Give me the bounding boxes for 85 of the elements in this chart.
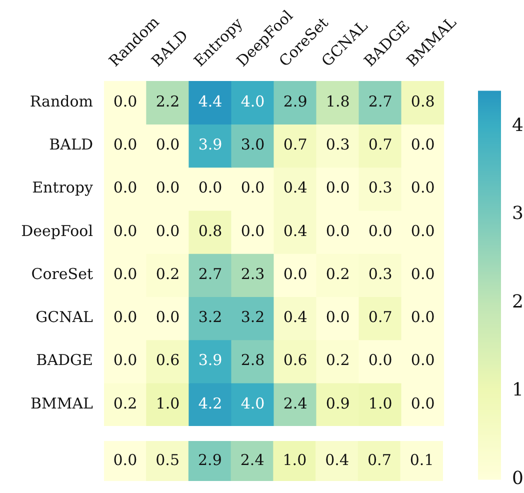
- data-label: 2.7: [368, 92, 392, 110]
- data-label: 0.7: [368, 308, 392, 326]
- data-label: 0.0: [410, 178, 435, 197]
- data-label: 0.7: [368, 136, 392, 154]
- color-bar-label: 3: [512, 203, 524, 224]
- data-label: 2.3: [240, 264, 265, 283]
- data-label: 3.2: [198, 308, 222, 326]
- data-label: 3.2: [240, 308, 265, 326]
- data-label: 0.0: [326, 308, 350, 326]
- y-tick-label: BADGE: [36, 351, 93, 370]
- data-label: 0.0: [156, 222, 180, 240]
- data-label: 2.4: [283, 394, 308, 412]
- data-label: 3.9: [198, 351, 222, 370]
- y-tick-label: BMMAL: [30, 394, 94, 412]
- data-label: 0.6: [156, 351, 180, 370]
- data-label: 2.7: [198, 264, 222, 283]
- data-label: 0.0: [410, 136, 435, 154]
- data-label: 1.0: [156, 394, 180, 412]
- data-label: 0.0: [198, 178, 222, 197]
- data-label: 1.8: [326, 92, 350, 110]
- data-label: 0.3: [368, 264, 392, 283]
- color-bar-label: 1: [512, 380, 524, 401]
- y-tick-label: Entropy: [32, 178, 94, 197]
- data-label: 0.0: [410, 222, 435, 240]
- data-label: 4.0: [240, 92, 265, 110]
- data-label: 0.4: [283, 222, 308, 240]
- data-label: 4.2: [198, 394, 222, 412]
- data-label: 0.0: [113, 222, 138, 240]
- color-bar-label: 0: [512, 468, 524, 489]
- y-tick-label: BALD: [49, 136, 93, 154]
- data-label: 2.9: [198, 450, 222, 469]
- data-label: 0.3: [326, 136, 350, 154]
- data-label: 2.2: [156, 92, 180, 110]
- data-label: 0.4: [283, 178, 308, 197]
- data-label: 3.0: [240, 136, 265, 154]
- data-label: 0.2: [326, 264, 350, 283]
- data-label: 0.0: [113, 178, 138, 197]
- data-label: 1.0: [282, 450, 307, 469]
- data-label: 0.7: [283, 136, 308, 154]
- data-label: 0.0: [368, 222, 392, 240]
- color-bar-label: 2: [512, 291, 524, 312]
- data-label: 2.4: [240, 450, 264, 469]
- data-label: 0.0: [410, 308, 435, 326]
- data-label: 0.2: [113, 394, 138, 412]
- data-label: 0.0: [326, 222, 350, 240]
- data-label: 0.2: [156, 264, 180, 283]
- y-tick-label: DeepFool: [21, 222, 94, 240]
- data-label: 0.2: [326, 351, 350, 370]
- data-label: 0.0: [113, 92, 138, 110]
- y-tick-label: Random: [30, 92, 93, 110]
- data-label: 4.4: [198, 92, 222, 110]
- data-label: 0.0: [113, 351, 138, 370]
- data-label: 0.0: [113, 136, 138, 154]
- data-label: 0.0: [240, 178, 265, 197]
- data-label: 0.0: [156, 136, 180, 154]
- data-label: 0.8: [410, 92, 435, 110]
- data-label: 0.8: [198, 222, 222, 240]
- data-label: 0.3: [368, 178, 392, 197]
- data-label: 2.9: [283, 92, 308, 110]
- data-label: 0.0: [240, 222, 265, 240]
- data-label: 0.0: [283, 264, 308, 283]
- data-label: 3.9: [198, 136, 222, 154]
- data-label: 1.0: [368, 394, 392, 412]
- data-label: 2.8: [240, 351, 265, 370]
- y-tick-label: CoreSet: [31, 264, 93, 283]
- y-tick-label: GCNAL: [36, 308, 94, 326]
- data-label: 0.0: [113, 264, 138, 283]
- data-label: 0.4: [325, 450, 349, 469]
- data-label: 0.6: [283, 351, 308, 370]
- data-label: 0.0: [113, 308, 138, 326]
- data-label: 0.5: [156, 450, 180, 469]
- color-bar-label: 4: [512, 114, 524, 136]
- data-label: 0.0: [410, 264, 435, 283]
- data-label: 0.0: [156, 308, 180, 326]
- data-label: 0.7: [368, 450, 392, 469]
- data-label: 0.0: [113, 450, 138, 469]
- data-label: 0.0: [156, 178, 180, 197]
- data-label: 0.4: [283, 308, 308, 326]
- data-label: 0.0: [410, 394, 435, 412]
- data-label: 0.9: [326, 394, 350, 412]
- data-label: 0.0: [326, 178, 350, 197]
- data-label: 0.1: [410, 450, 434, 469]
- data-label: 0.0: [368, 351, 392, 370]
- data-label: 4.0: [240, 394, 265, 412]
- data-label: 0.0: [410, 351, 435, 370]
